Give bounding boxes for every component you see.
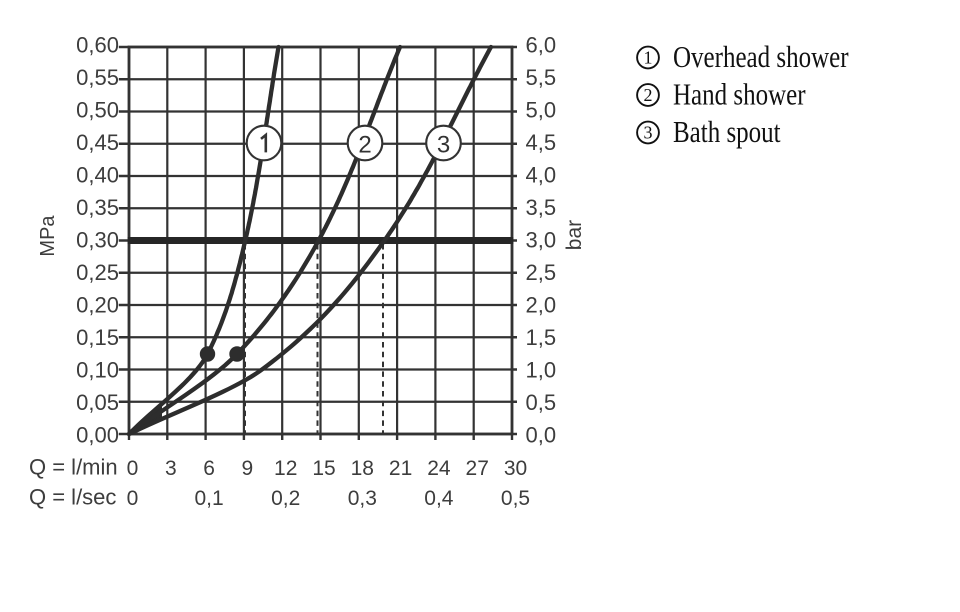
svg-text:0,25: 0,25 — [76, 260, 119, 285]
svg-text:0,50: 0,50 — [76, 97, 119, 122]
svg-text:Hand shower: Hand shower — [673, 78, 806, 112]
svg-text:bar: bar — [563, 220, 586, 250]
svg-text:0,40: 0,40 — [76, 162, 119, 187]
svg-text:Bath spout: Bath spout — [673, 116, 781, 150]
svg-text:9: 9 — [242, 457, 254, 480]
svg-text:24: 24 — [427, 457, 451, 480]
svg-text:MPa: MPa — [37, 215, 59, 257]
svg-text:0,3: 0,3 — [348, 487, 377, 510]
svg-text:2: 2 — [644, 85, 653, 105]
svg-text:0,15: 0,15 — [76, 325, 119, 350]
svg-text:2: 2 — [358, 131, 371, 158]
svg-text:Q = l/sec: Q = l/sec — [29, 485, 116, 510]
svg-text:0,05: 0,05 — [76, 390, 119, 415]
svg-text:2,0: 2,0 — [526, 292, 557, 317]
svg-text:1,5: 1,5 — [526, 325, 557, 350]
svg-text:3: 3 — [165, 457, 177, 480]
svg-text:0,2: 0,2 — [271, 487, 300, 510]
svg-text:0: 0 — [127, 457, 139, 480]
svg-text:0,10: 0,10 — [76, 357, 119, 382]
svg-text:4,0: 4,0 — [526, 162, 557, 187]
svg-text:0,00: 0,00 — [76, 423, 119, 448]
svg-text:0,55: 0,55 — [76, 65, 119, 90]
svg-text:5,0: 5,0 — [526, 97, 557, 122]
svg-text:0,1: 0,1 — [194, 487, 223, 510]
svg-text:0,0: 0,0 — [526, 423, 557, 448]
svg-text:0,5: 0,5 — [526, 390, 557, 415]
svg-text:0,20: 0,20 — [76, 292, 119, 317]
svg-text:3,5: 3,5 — [526, 195, 557, 220]
svg-text:0,5: 0,5 — [501, 487, 530, 510]
svg-text:3: 3 — [644, 123, 653, 143]
svg-text:3: 3 — [437, 131, 450, 158]
svg-text:2,5: 2,5 — [526, 260, 557, 285]
svg-text:0,4: 0,4 — [424, 487, 454, 510]
svg-text:27: 27 — [466, 457, 489, 480]
svg-text:21: 21 — [389, 457, 412, 480]
svg-text:30: 30 — [504, 457, 527, 480]
svg-text:0,35: 0,35 — [76, 195, 119, 220]
svg-text:4,5: 4,5 — [526, 130, 557, 155]
svg-text:3,0: 3,0 — [526, 227, 557, 252]
svg-text:0,30: 0,30 — [76, 227, 119, 252]
svg-text:Overhead shower: Overhead shower — [673, 41, 849, 75]
svg-text:12: 12 — [274, 457, 297, 480]
svg-text:15: 15 — [312, 457, 335, 480]
svg-text:5,5: 5,5 — [526, 65, 557, 90]
svg-text:1: 1 — [644, 48, 653, 68]
svg-text:Q = l/min: Q = l/min — [29, 455, 118, 480]
svg-text:6,0: 6,0 — [526, 32, 557, 57]
svg-text:0,45: 0,45 — [76, 130, 119, 155]
svg-text:18: 18 — [351, 457, 374, 480]
svg-text:0,60: 0,60 — [76, 32, 119, 57]
svg-text:6: 6 — [203, 457, 215, 480]
svg-text:1,0: 1,0 — [526, 357, 557, 382]
svg-text:0: 0 — [127, 487, 139, 510]
